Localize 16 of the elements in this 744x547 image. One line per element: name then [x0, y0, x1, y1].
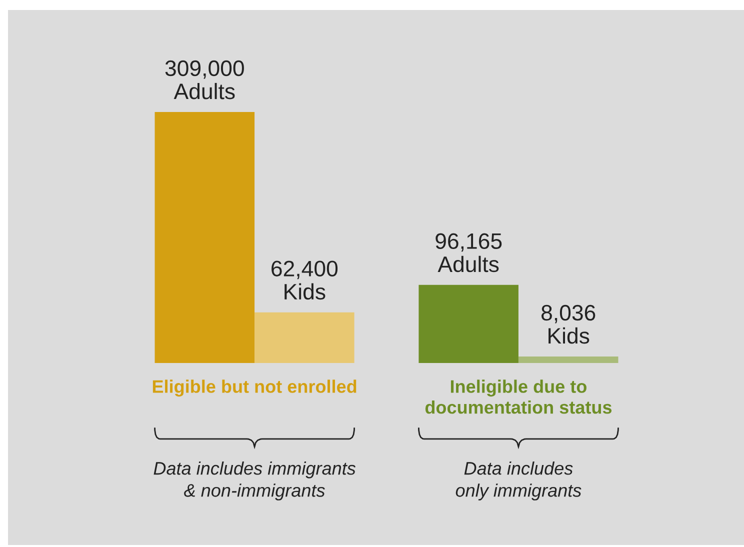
text: Adults	[174, 82, 235, 100]
text: Kids	[284, 283, 326, 300]
data-label: 62,400	[272, 260, 338, 280]
text: Data includes only immigrants	[456, 462, 582, 500]
data-label: 309,000	[165, 60, 244, 79]
data-label: 8,036	[542, 304, 596, 324]
series-label: Adults	[438, 256, 499, 272]
bar	[418, 284, 518, 363]
series-label: Kids	[548, 327, 590, 344]
data-label: 96,165	[436, 233, 502, 252]
bar	[254, 312, 354, 363]
text: Data includes immigrants & non-immigrants	[154, 462, 356, 500]
x-tick-label: Ineligible due to documentation status	[425, 380, 612, 414]
bar	[154, 112, 255, 363]
bar	[518, 356, 618, 363]
x-tick-label: Eligible but not enrolled	[152, 380, 356, 397]
